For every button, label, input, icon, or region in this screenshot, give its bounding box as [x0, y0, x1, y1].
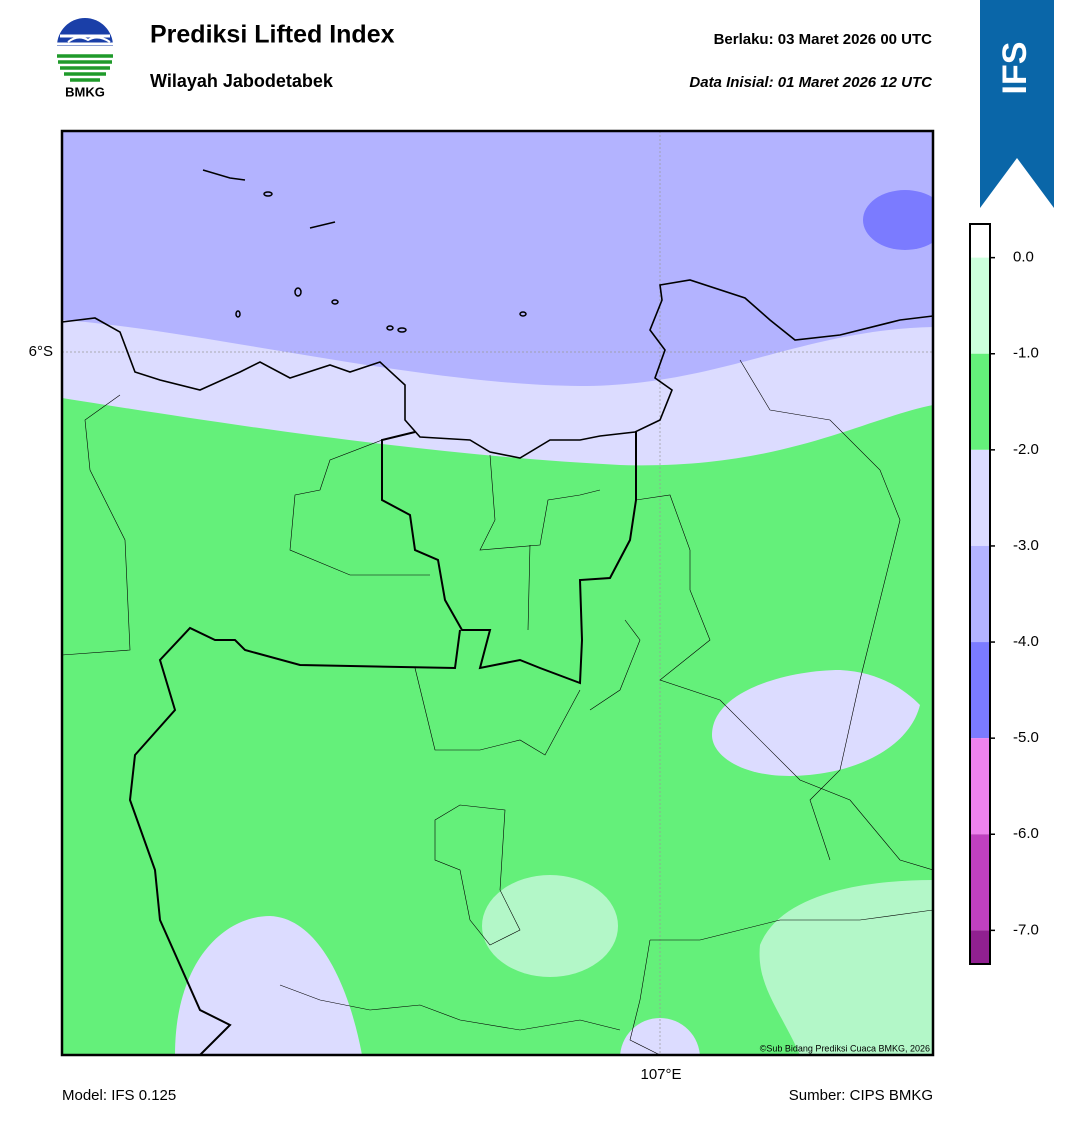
map: ©Sub Bidang Prediksi Cuaca BMKG, 2026 [62, 131, 933, 1055]
colorbar-label: -5.0 [1013, 729, 1039, 746]
field [620, 1018, 700, 1055]
lat-label: 6°S [29, 343, 53, 360]
credit: ©Sub Bidang Prediksi Cuaca BMKG, 2026 [760, 1043, 930, 1053]
colorbar-label: -6.0 [1013, 825, 1039, 842]
subtitle: Wilayah Jabodetabek [150, 71, 334, 91]
initial-time: Data Inisial: 01 Maret 2026 12 UTC [689, 74, 933, 91]
valid-time: Berlaku: 03 Maret 2026 00 UTC [714, 31, 933, 48]
colorbar-label: -7.0 [1013, 921, 1039, 938]
colorbar-cell [970, 353, 990, 450]
colorbar-cell [970, 449, 990, 546]
field [62, 398, 933, 1055]
field [863, 190, 933, 250]
colorbar-label: -3.0 [1013, 537, 1039, 554]
colorbar-frame [969, 223, 991, 965]
field [712, 670, 920, 776]
logo-text: BMKG [65, 84, 105, 99]
source: Sumber: CIPS BMKG [789, 1087, 933, 1104]
badge [980, 0, 1054, 208]
badge-text: IFS [996, 42, 1034, 95]
border [128, 431, 637, 1055]
colorbar-cell [970, 834, 990, 931]
coastline [62, 279, 933, 459]
colorbar-cell [970, 545, 990, 643]
colorbar-cell [970, 930, 990, 964]
colorbar-cell [970, 642, 990, 739]
colorbar-cell [970, 257, 990, 354]
boundary [62, 359, 933, 1055]
islands [202, 169, 527, 333]
colorbar-cell [970, 738, 990, 835]
logo: BMKG [57, 18, 113, 99]
colorbar-label: -2.0 [1013, 441, 1039, 458]
colorbar-label: 0.0 [1013, 249, 1034, 266]
map-frame [60, 129, 935, 1057]
field [759, 880, 933, 1055]
colorbar: 0.0 -1.0 -2.0 -3.0 -4.0 -5.0 -6.0 -7.0 [969, 223, 1039, 965]
field [482, 875, 618, 977]
colorbar-label: -1.0 [1013, 345, 1039, 362]
title: Prediksi Lifted Index [150, 21, 395, 49]
model: Model: IFS 0.125 [62, 1087, 176, 1104]
colorbar-cell [970, 224, 990, 258]
colorbar-label: -4.0 [1013, 633, 1039, 650]
lon-label: 107°E [640, 1066, 681, 1083]
